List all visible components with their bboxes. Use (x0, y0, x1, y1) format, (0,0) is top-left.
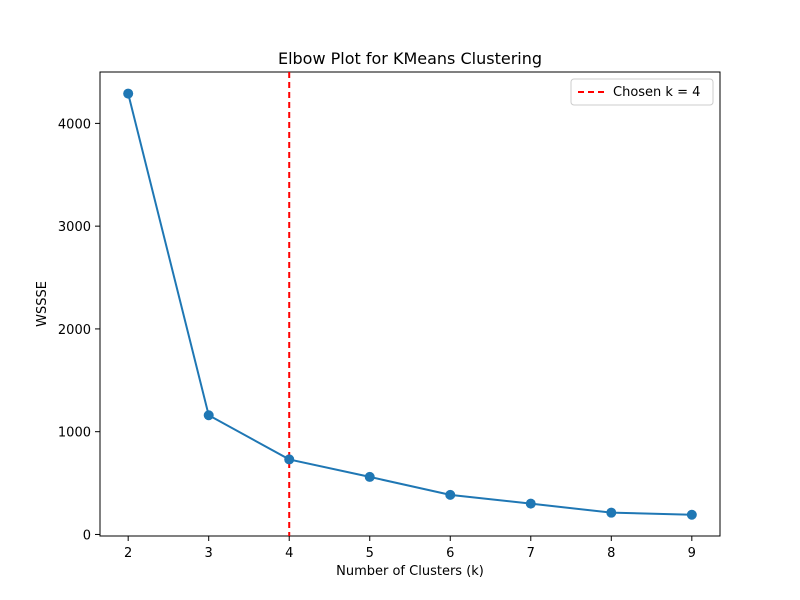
data-point-k7 (525, 498, 536, 509)
plot-area-frame (99, 71, 721, 537)
series-layer (123, 88, 697, 520)
y-axis-label: WSSSE (35, 281, 50, 327)
data-point-k8 (606, 507, 617, 518)
x-tick-label: 2 (124, 546, 132, 561)
x-tick-label: 3 (205, 546, 213, 561)
data-point-k6 (445, 489, 456, 500)
y-tick-label: 0 (83, 528, 91, 543)
data-point-k9 (686, 509, 697, 520)
x-tick-label: 7 (527, 546, 535, 561)
x-tick-label: 4 (285, 546, 293, 561)
legend: Chosen k = 4 (570, 78, 714, 106)
y-tick-label: 2000 (58, 323, 91, 338)
chart-title: Elbow Plot for KMeans Clustering (278, 49, 542, 68)
series-line (127, 93, 692, 516)
x-tick-label: 9 (688, 546, 696, 561)
x-tick-label: 8 (607, 546, 615, 561)
y-tick-label: 4000 (58, 117, 91, 132)
x-axis: 2 3 4 5 6 7 8 9 (124, 536, 696, 561)
legend-label: Chosen k = 4 (613, 85, 700, 100)
data-point-k4 (284, 454, 295, 465)
y-tick-label: 1000 (58, 426, 91, 441)
y-axis: 0 1000 2000 3000 4000 (58, 117, 100, 543)
data-point-k5 (364, 471, 375, 482)
x-axis-label: Number of Clusters (k) (336, 564, 484, 579)
x-tick-label: 6 (446, 546, 454, 561)
legend-box (570, 78, 714, 106)
data-point-k3 (203, 410, 214, 421)
y-tick-label: 3000 (58, 220, 91, 235)
data-point-k2 (123, 88, 134, 99)
x-tick-label: 5 (366, 546, 374, 561)
